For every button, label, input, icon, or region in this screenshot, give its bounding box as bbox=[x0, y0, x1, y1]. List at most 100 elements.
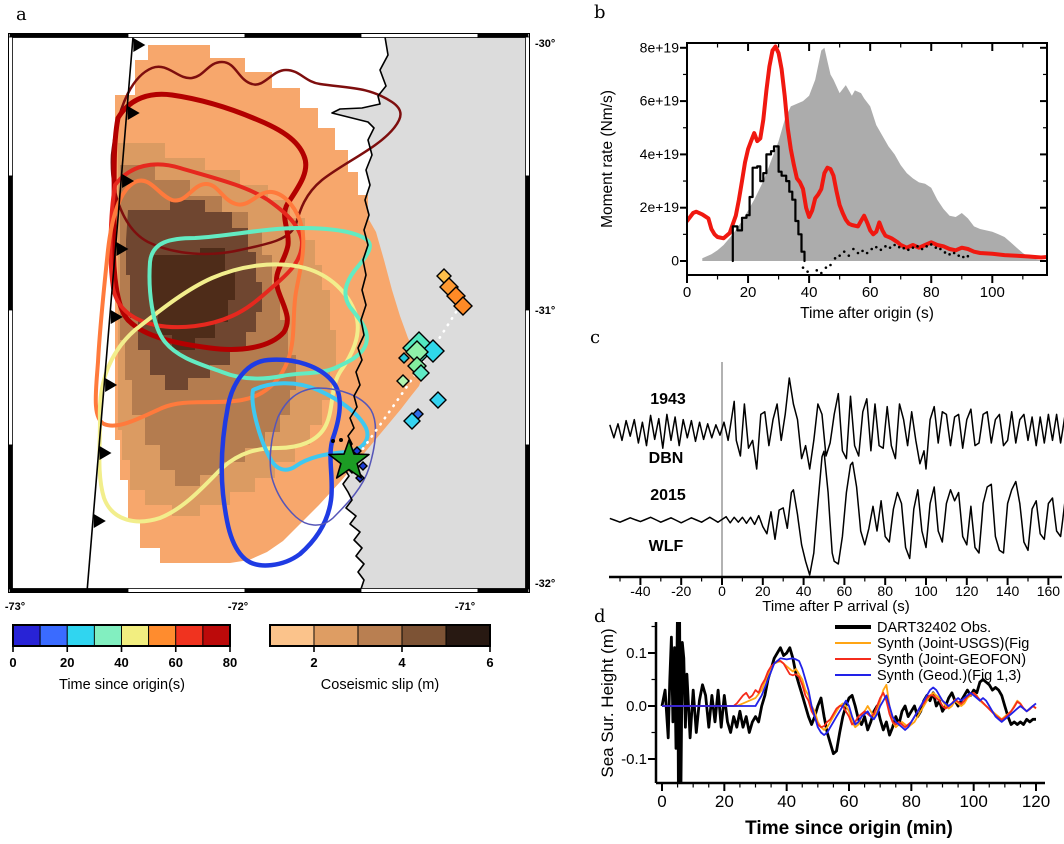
b-dot bbox=[870, 247, 874, 251]
b-axis-ticks bbox=[680, 43, 1047, 283]
trench-tooth bbox=[110, 310, 123, 324]
d-xtick-label: 20 bbox=[715, 792, 734, 811]
b-dot bbox=[943, 251, 947, 254]
b-dot bbox=[948, 253, 951, 256]
d-xtick-label: 80 bbox=[902, 792, 921, 811]
time-contour-60s bbox=[108, 162, 304, 330]
d-ytick-label: 0.1 bbox=[626, 645, 647, 662]
b-tick-labels: 0 20 40 60 80 100 0 2e+19 4e+19 6e+19 8e+19 bbox=[640, 39, 1005, 301]
aftershock-diamond bbox=[429, 391, 447, 409]
b-dot bbox=[879, 248, 883, 252]
cbar-slip-tick: 2 bbox=[310, 655, 317, 670]
d-legend-label: Synth (Joint-GEOFON) bbox=[877, 652, 1026, 668]
b-dot bbox=[939, 247, 942, 251]
panel-label-c: c bbox=[590, 327, 600, 348]
cbar-time-tick: 0 bbox=[9, 655, 16, 670]
d-xtick-label: 100 bbox=[959, 792, 987, 811]
b-series-gray-envelope bbox=[702, 47, 1047, 261]
b-ytick-label: 2e+19 bbox=[640, 199, 680, 215]
aftershock-markers bbox=[331, 268, 473, 483]
c-trace1-year: 1943 bbox=[650, 391, 686, 408]
c-tick-labels: -40 -20 0 20 40 60 80 100 120 140 160 bbox=[630, 583, 1060, 599]
b-dot bbox=[902, 246, 906, 250]
lat-label-32: -32° bbox=[535, 578, 555, 590]
b-dot bbox=[847, 254, 851, 257]
c-xtick-label: 40 bbox=[796, 583, 812, 599]
time-contour-0s bbox=[269, 387, 377, 526]
d-xtick-label: 0 bbox=[657, 792, 666, 811]
trench-tooth bbox=[99, 446, 112, 460]
b-dot bbox=[856, 251, 860, 255]
panel-b-moment-rate: b 0 20 40 60 80 100 0 2e+19 4e+19 6e+19 8e+19 Time… bbox=[594, 2, 1048, 322]
b-xtick-label: 40 bbox=[801, 284, 818, 301]
c-trace2-station: WLF bbox=[649, 538, 684, 555]
d-ylabel: Sea Sur. Height (m) bbox=[598, 628, 617, 777]
b-series bbox=[687, 44, 1047, 275]
c-xlabel: Time after P arrival (s) bbox=[762, 598, 910, 615]
b-dot bbox=[920, 247, 924, 251]
c-xtick-label: -20 bbox=[671, 583, 691, 599]
b-dot bbox=[961, 255, 965, 259]
b-dot bbox=[916, 245, 919, 248]
cbar-slip-seg bbox=[445, 624, 491, 647]
colorbar-time: 0 20 40 60 80 bbox=[9, 624, 237, 670]
b-xtick-label: 0 bbox=[683, 284, 691, 301]
panel-label-b: b bbox=[594, 2, 606, 23]
c-xtick-label: 60 bbox=[837, 583, 853, 599]
aftershock-diamond bbox=[453, 296, 473, 316]
trench-tooth bbox=[127, 106, 140, 120]
b-dot bbox=[874, 245, 878, 249]
trench-line bbox=[86, 37, 146, 590]
b-dot bbox=[884, 245, 887, 248]
cbar-time-seg bbox=[202, 624, 231, 647]
d-ytick-label: -0.1 bbox=[621, 751, 647, 768]
b-ytick-label: 0 bbox=[671, 253, 679, 269]
b-dot bbox=[852, 247, 855, 251]
b-xtick-label: 100 bbox=[980, 284, 1005, 301]
b-dot bbox=[824, 266, 828, 269]
time-contour-10s bbox=[219, 357, 342, 568]
c-xtick-label: -40 bbox=[630, 583, 650, 599]
time-contour-40s bbox=[97, 262, 360, 524]
epicenter-star bbox=[328, 439, 370, 479]
cbar-time-seg bbox=[66, 624, 95, 647]
d-legend-label: DART32402 Obs. bbox=[877, 620, 991, 636]
c-xtick-label: 120 bbox=[955, 583, 979, 599]
small-event-dot bbox=[331, 439, 335, 443]
cbar-time-tick: 60 bbox=[169, 655, 183, 670]
cbar-slip-seg bbox=[401, 624, 447, 647]
b-plot-box bbox=[686, 42, 1048, 276]
b-dot bbox=[911, 246, 915, 249]
aftershock-diamond bbox=[421, 339, 445, 363]
b-dot bbox=[820, 271, 823, 275]
d-xlabel: Time since origin (min) bbox=[745, 818, 953, 839]
trench-tooth bbox=[122, 174, 135, 188]
b-xtick-label: 60 bbox=[862, 284, 879, 301]
cbar-time-seg bbox=[148, 624, 177, 647]
trench-tooth bbox=[93, 514, 106, 528]
time-contour-70s bbox=[110, 91, 309, 352]
lat-label-31: -31° bbox=[535, 305, 555, 317]
d-legend-label: Synth (Joint-USGS)(Fig bbox=[877, 636, 1029, 652]
b-ytick-label: 6e+19 bbox=[640, 93, 680, 109]
cbar-slip-seg bbox=[357, 624, 403, 647]
cbar-slip-tick: 4 bbox=[398, 655, 406, 670]
c-xtick-label: 100 bbox=[914, 583, 938, 599]
b-dot bbox=[966, 254, 970, 258]
b-dot bbox=[861, 249, 864, 253]
trench-tooth bbox=[116, 242, 129, 256]
c-xtick-label: 140 bbox=[996, 583, 1020, 599]
panel-label-d: d bbox=[594, 606, 606, 627]
lon-label-72: -72° bbox=[228, 601, 248, 613]
b-dot bbox=[838, 254, 841, 257]
cbar-slip-tick: 6 bbox=[486, 655, 493, 670]
cbar-slip-seg bbox=[313, 624, 359, 647]
b-dot bbox=[934, 246, 938, 249]
c-trace2-year: 2015 bbox=[650, 487, 686, 504]
b-dot bbox=[806, 270, 809, 273]
aftershock-diamond bbox=[396, 374, 410, 388]
d-xtick-label: 40 bbox=[777, 792, 796, 811]
time-contour-50s bbox=[93, 178, 306, 428]
